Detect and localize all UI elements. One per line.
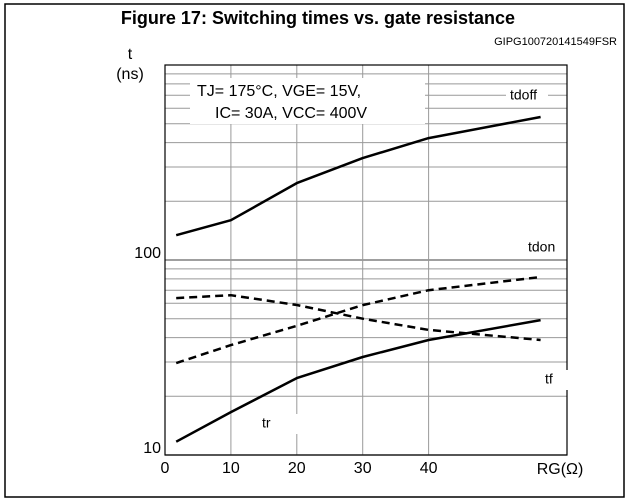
x-axis-label: RG(Ω) bbox=[537, 461, 584, 478]
series-label: tr bbox=[262, 415, 271, 431]
label-bg bbox=[506, 86, 548, 106]
series-line bbox=[176, 293, 541, 342]
y-axis-label: (ns) bbox=[116, 66, 144, 83]
series-label: tdoff bbox=[510, 87, 537, 103]
condition-text: TJ= 175°C, VGE= 15V, bbox=[197, 83, 361, 100]
x-tick-label: 20 bbox=[288, 460, 306, 477]
condition-box bbox=[190, 78, 425, 124]
series-label: tdon bbox=[528, 239, 555, 255]
y-axis-label: t bbox=[128, 46, 133, 63]
figure-code: GIPG100720141549FSR bbox=[494, 36, 617, 48]
label-bg bbox=[258, 414, 300, 434]
y-tick-label: 10 bbox=[143, 440, 161, 457]
x-tick-label: 0 bbox=[161, 460, 170, 477]
series-line bbox=[175, 318, 541, 443]
series-label: tf bbox=[545, 371, 553, 387]
frame bbox=[4, 3, 625, 498]
label-bg bbox=[541, 370, 583, 390]
series-line bbox=[175, 275, 541, 365]
label-bg bbox=[524, 238, 566, 258]
plot-border bbox=[164, 64, 568, 456]
y-tick-label: 100 bbox=[134, 245, 161, 262]
chart-title: Figure 17: Switching times vs. gate resi… bbox=[121, 8, 515, 28]
x-tick-label: 40 bbox=[420, 460, 438, 477]
x-tick-label: 10 bbox=[222, 460, 240, 477]
series-line bbox=[175, 115, 541, 237]
condition-text: IC= 30A, VCC= 400V bbox=[215, 105, 367, 122]
x-tick-label: 30 bbox=[354, 460, 372, 477]
